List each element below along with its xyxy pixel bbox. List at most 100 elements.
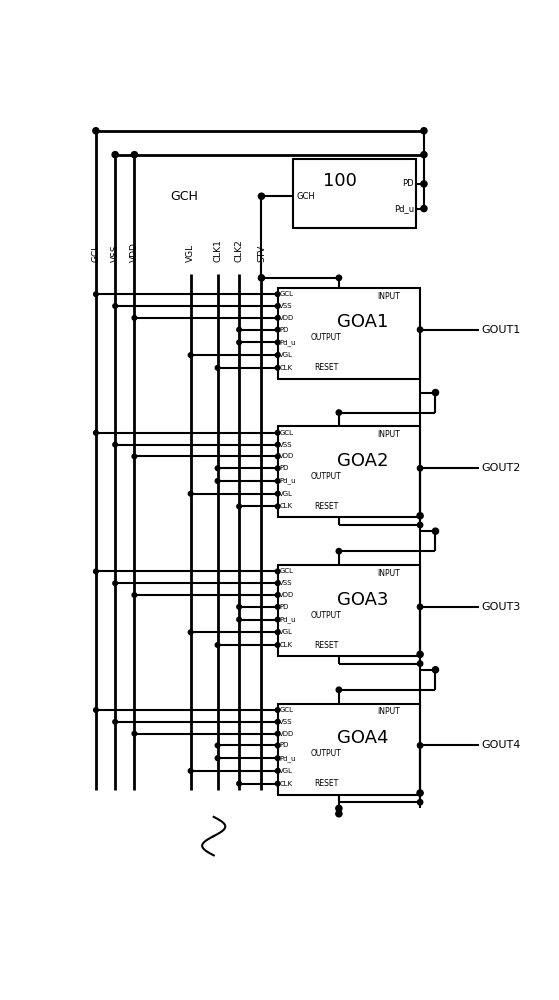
Circle shape xyxy=(433,528,439,534)
Circle shape xyxy=(113,581,117,586)
Circle shape xyxy=(276,756,280,760)
Text: OUTPUT: OUTPUT xyxy=(311,611,342,620)
Circle shape xyxy=(93,708,98,712)
Text: GCL: GCL xyxy=(279,568,293,574)
Text: VGL: VGL xyxy=(279,352,293,358)
Circle shape xyxy=(93,569,98,574)
Circle shape xyxy=(417,513,423,519)
Text: VDD: VDD xyxy=(279,592,295,598)
Text: GCH: GCH xyxy=(296,192,315,201)
Text: GOA3: GOA3 xyxy=(337,591,389,609)
Circle shape xyxy=(276,431,280,435)
Text: OUTPUT: OUTPUT xyxy=(311,333,342,342)
Circle shape xyxy=(418,604,423,610)
Circle shape xyxy=(276,569,280,574)
Text: RESET: RESET xyxy=(314,363,338,372)
Circle shape xyxy=(215,756,220,760)
Circle shape xyxy=(237,327,241,332)
Circle shape xyxy=(188,769,193,773)
Circle shape xyxy=(113,304,117,308)
Text: RESET: RESET xyxy=(314,779,338,788)
Text: VGL: VGL xyxy=(279,491,293,497)
Text: GOA1: GOA1 xyxy=(338,313,389,331)
Text: CLK2: CLK2 xyxy=(235,240,244,262)
Text: VSS: VSS xyxy=(279,442,293,448)
Text: PD: PD xyxy=(279,327,288,333)
Circle shape xyxy=(215,643,220,647)
Circle shape xyxy=(276,479,280,483)
Circle shape xyxy=(276,581,280,586)
Text: CLK: CLK xyxy=(279,642,292,648)
Circle shape xyxy=(276,769,280,773)
Text: PD: PD xyxy=(279,604,288,610)
Circle shape xyxy=(418,743,423,748)
Circle shape xyxy=(418,522,423,528)
Bar xyxy=(278,288,420,379)
Text: VSS: VSS xyxy=(279,580,293,586)
Bar xyxy=(278,565,420,656)
Text: VGL: VGL xyxy=(279,629,293,635)
Circle shape xyxy=(215,479,220,483)
Circle shape xyxy=(276,643,280,647)
Circle shape xyxy=(215,743,220,748)
Circle shape xyxy=(336,275,342,281)
Text: VSS: VSS xyxy=(111,245,120,262)
Circle shape xyxy=(188,630,193,635)
Text: Pd_u: Pd_u xyxy=(279,755,296,762)
Circle shape xyxy=(276,781,280,786)
Circle shape xyxy=(132,593,137,597)
Text: CLK1: CLK1 xyxy=(213,240,222,262)
Circle shape xyxy=(258,275,264,281)
Circle shape xyxy=(433,667,439,673)
Text: GCL: GCL xyxy=(279,291,293,297)
Circle shape xyxy=(132,454,137,459)
Circle shape xyxy=(276,491,280,496)
Text: GCL: GCL xyxy=(279,430,293,436)
Text: VGL: VGL xyxy=(279,768,293,774)
Text: INPUT: INPUT xyxy=(377,292,400,301)
Circle shape xyxy=(237,504,241,509)
Text: PD: PD xyxy=(279,465,288,471)
Circle shape xyxy=(336,687,342,692)
Circle shape xyxy=(215,466,220,471)
Bar xyxy=(293,158,416,228)
Text: STV: STV xyxy=(257,245,266,262)
Circle shape xyxy=(417,651,423,657)
Circle shape xyxy=(421,181,427,187)
Circle shape xyxy=(276,617,280,622)
Circle shape xyxy=(421,152,427,158)
Circle shape xyxy=(276,292,280,297)
Circle shape xyxy=(237,340,241,345)
Circle shape xyxy=(418,466,423,471)
Text: 100: 100 xyxy=(323,172,357,190)
Text: GOUT1: GOUT1 xyxy=(482,325,521,335)
Circle shape xyxy=(215,366,220,370)
Text: INPUT: INPUT xyxy=(377,430,400,439)
Circle shape xyxy=(421,128,427,134)
Text: INPUT: INPUT xyxy=(377,707,400,716)
Circle shape xyxy=(276,454,280,459)
Text: OUTPUT: OUTPUT xyxy=(311,749,342,758)
Text: GOA2: GOA2 xyxy=(337,452,389,470)
Circle shape xyxy=(276,731,280,736)
Text: INPUT: INPUT xyxy=(377,569,400,578)
Text: Pd_u: Pd_u xyxy=(279,339,296,346)
Circle shape xyxy=(336,549,342,554)
Circle shape xyxy=(276,442,280,447)
Text: VDD: VDD xyxy=(279,731,295,737)
Circle shape xyxy=(417,790,423,796)
Circle shape xyxy=(276,605,280,609)
Circle shape xyxy=(237,781,241,786)
Text: GCH: GCH xyxy=(170,190,198,203)
Circle shape xyxy=(276,708,280,712)
Circle shape xyxy=(276,327,280,332)
Circle shape xyxy=(418,661,423,666)
Circle shape xyxy=(131,152,138,158)
Circle shape xyxy=(276,366,280,370)
Circle shape xyxy=(237,617,241,622)
Bar xyxy=(278,426,420,517)
Circle shape xyxy=(188,491,193,496)
Text: VDD: VDD xyxy=(130,243,139,262)
Text: Pd_u: Pd_u xyxy=(279,478,296,484)
Circle shape xyxy=(113,442,117,447)
